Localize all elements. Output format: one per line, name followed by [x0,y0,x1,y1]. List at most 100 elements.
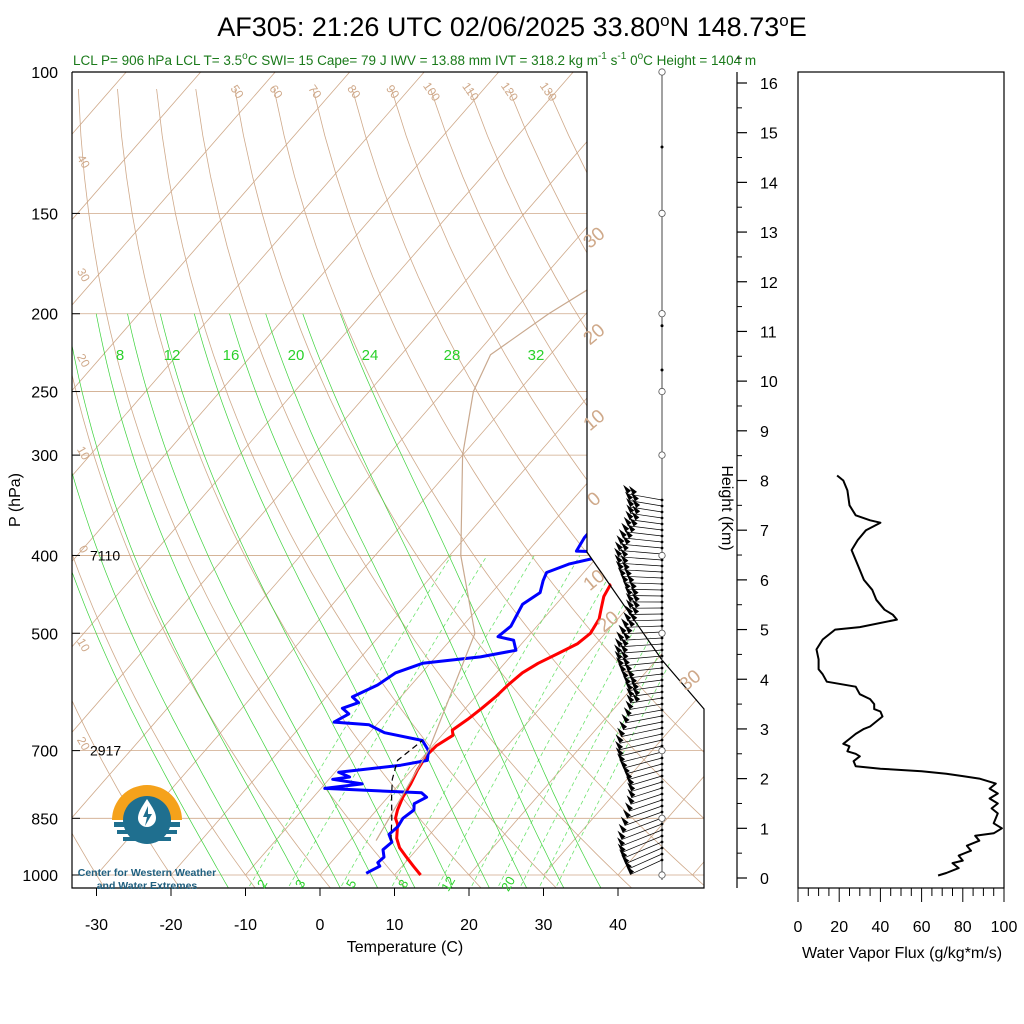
wind-barb-flag [631,599,640,609]
wind-barb-staff [627,525,663,531]
height-tick-label: 10 [760,374,778,391]
height-tick-label: 3 [760,722,769,739]
wind-barb-station [660,588,664,592]
wind-barb-staff [626,805,663,819]
wind-barb-flag [615,740,624,750]
height-tick-label: 0 [760,871,769,888]
wind-barb-flag [623,707,632,717]
wind-barb-flag [624,586,633,596]
wind-barb-flag [616,535,625,545]
wind-barb-staff [627,853,663,870]
wind-barb-station [660,840,664,844]
title-lon-hem: E [789,12,807,42]
wind-barb-flag [622,580,631,590]
wind-barb-staff [622,631,663,635]
wind-barb-flag [626,687,635,697]
wind-barb-flag [623,516,632,526]
skewt-background-lines [72,72,704,888]
wind-barb-station [660,834,664,838]
isotherm-left-label: 10 [74,636,93,655]
wind-barb-flag [619,849,628,859]
wind-barb-flag [620,637,629,647]
isotherm-line [72,72,425,876]
wind-barb [626,693,664,704]
flux-tick-label: 40 [872,919,890,936]
dry-adiabat-line [469,88,704,888]
mixing-ratio-line [468,555,652,888]
wind-barb-staff [621,727,663,737]
wind-barb-flag [621,656,630,666]
wind-barb [617,822,664,840]
wind-barb-staff [629,703,663,710]
wind-barb [619,840,664,859]
wind-barb-flag [621,561,630,570]
wind-barb-staff [630,697,663,704]
mixing-ratio-top-label: 16 [223,347,240,364]
swi-value: SWI= 15 [261,53,313,68]
wind-barb-flag [614,644,623,654]
height-tick-label: 11 [760,324,777,341]
wind-barb-station [660,786,664,790]
wind-barb [621,522,664,538]
wind-calm-circle [658,209,666,217]
wind-calm-circle [658,629,666,637]
mixing-ratio-line [434,555,622,888]
pressure-tick-label: 300 [31,448,58,465]
wind-barb-flag [617,727,626,737]
dry-adiabat-line [391,88,704,888]
wind-barb [624,586,664,598]
wind-barb-staff [627,709,663,717]
temperature-tick-label: 10 [386,917,404,934]
isotherm-left-label: 10 [74,444,93,463]
temperature-tick-label: 30 [535,917,553,934]
wind-barb-station [660,648,664,652]
wind-barb-flag [624,624,633,634]
wind-barb-flag [615,734,624,744]
wind-barb-flag [618,624,627,634]
wind-barb [625,510,664,526]
isotherm-line [96,72,704,876]
dry-adiabat-line [273,88,704,888]
pressure-tick-label: 150 [31,206,58,223]
wind-barb [614,650,664,661]
wind-barb-flag [614,541,623,551]
wind-barb-flag [626,776,635,786]
moist-adiabat-line [72,313,269,888]
wind-barb-flag [614,650,623,660]
vapor-flux-line [815,474,1003,877]
wind-barb-flag [626,694,635,703]
logo-line-2: and Water Extremes [97,880,198,892]
wind-barb-flag [631,592,640,602]
wind-barb-station [660,702,664,706]
wind-barb [622,580,664,592]
skewt-panel: 50 60 70 80 90 100 110 120 130403020100102030201… [7,65,705,956]
isotherm-left-label: 20 [74,351,93,370]
wind-calm-circle [658,551,666,560]
wind-calm-circle [658,387,666,396]
mixing-ratio-line [536,555,704,888]
mixing-ratio-top-label: 32 [528,347,545,364]
wind-barb [626,792,664,805]
isotherm-right-label: 30 [580,223,610,253]
wind-barb-flag [621,522,630,532]
cape-value: Cape= 79 J [317,53,386,68]
wind-barb-station [660,618,664,622]
wind-barb [624,768,664,780]
wind-calm-circle [658,310,666,318]
wind-barb-staff [629,519,663,525]
dry-adiabat-label: 50 [228,82,247,101]
wind-barb-staff [625,847,663,865]
wind-barb-station [660,726,664,730]
logo-line-1: Center for Western Weather [78,867,216,879]
wind-barb-staff [630,513,663,519]
vapor-flux-axis-label: Water Vapor Flux (g/kg*m/s) [802,945,1002,962]
moist-adiabat-line [95,313,343,888]
wind-barb-flag [627,618,635,628]
wind-barb-station [660,636,664,640]
dry-adiabat-label: 90 [383,82,402,101]
title-lat-hem: N [670,12,690,42]
pressure-tick-label: 500 [31,626,58,643]
wind-barb-station [660,570,664,574]
wind-barb-station [660,624,664,628]
